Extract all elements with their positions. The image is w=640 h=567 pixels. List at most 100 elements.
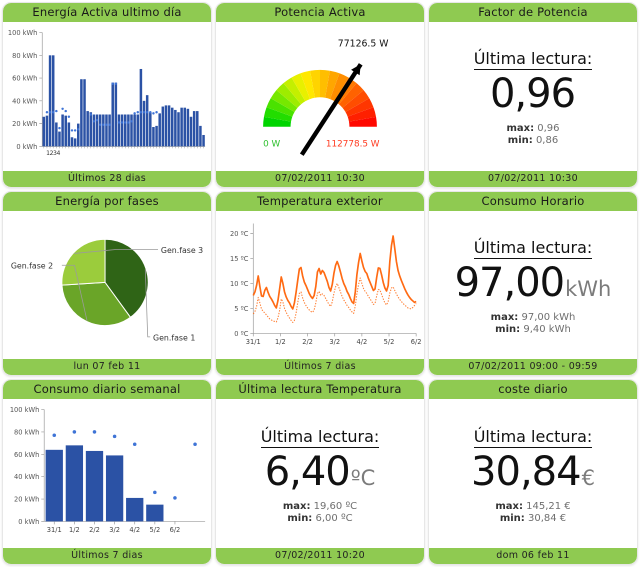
panel-title: Energía Activa ultimo día <box>3 3 211 22</box>
panel-consumo-diario-semanal[interactable]: Consumo diario semanal 0 kWh 20 kWh 40 kWh… <box>2 379 212 565</box>
svg-text:60 kWh: 60 kWh <box>12 75 37 83</box>
svg-text:6/2: 6/2 <box>411 338 422 346</box>
svg-text:0 ºC: 0 ºC <box>234 330 248 338</box>
panel-reading-area: Última lectura: 97,00kWh max: 97,00 kWh … <box>429 210 637 360</box>
svg-text:1/2: 1/2 <box>69 527 80 535</box>
reading-max-label: max: <box>490 311 519 323</box>
reading-unit: ºC <box>350 465 376 490</box>
reading-max-value: 145,21 € <box>526 500 571 512</box>
svg-text:100 kWh: 100 kWh <box>8 29 37 37</box>
panel-chart-area: 0 ºC 5 ºC 10 ºC 15 ºC 20 ºC 31/1 1/2 2/2 3/2 4/2 5… <box>216 210 424 360</box>
svg-text:4: 4 <box>56 150 60 157</box>
panel-energia-activa-ultimo-dia[interactable]: Energía Activa ultimo día 0 kWh 20 kWh 40 … <box>2 2 212 188</box>
panel-title: coste diario <box>429 380 637 400</box>
svg-text:80 kWh: 80 kWh <box>14 429 39 437</box>
panel-consumo-horario[interactable]: Consumo Horario Última lectura: 97,00kWh… <box>428 190 638 377</box>
reading-value: 0,96 <box>490 72 576 122</box>
panel-footer: Últimos 7 dias <box>216 359 424 376</box>
panel-title: Factor de Potencia <box>429 3 637 22</box>
reading-number: 30,84 <box>471 448 582 495</box>
panel-chart-area: 0 kWh 20 kWh 40 kWh 60 kWh 80 kWh 100 kWh 1 2 3 4 <box>3 22 211 171</box>
panel-energia-por-fases[interactable]: Energía por fases Gen.fase 1 Gen.fase 2 Ge… <box>2 190 212 377</box>
svg-text:77126.5 W: 77126.5 W <box>338 38 389 49</box>
reading-label: Última lectura: <box>260 426 380 448</box>
reading-block: Última lectura: 30,84€ max: 145,21 € min… <box>429 399 637 548</box>
svg-text:Gen.fase 2: Gen.fase 2 <box>11 261 53 270</box>
panel-footer: 07/02/2011 09:00 - 09:59 <box>429 359 637 376</box>
panel-footer: 07/02/2011 10:20 <box>216 548 424 564</box>
reading-block: Última lectura: 97,00kWh max: 97,00 kWh … <box>429 211 637 360</box>
svg-text:100 kWh: 100 kWh <box>10 406 39 414</box>
reading-minmax: max: 97,00 kWh min: 9,40 kWh <box>491 312 576 336</box>
reading-max-row: max: 19,60 ºC <box>283 501 357 513</box>
panel-chart-area: 77126.5 W 0 W 112778.5 W <box>216 22 424 171</box>
panel-reading-area: Última lectura: 0,96 max: 0,96 min: 0,86 <box>429 22 637 171</box>
panel-title: Temperatura exterior <box>216 191 424 211</box>
bar-chart-consumo-diario-semanal: 0 kWh 20 kWh 40 kWh 60 kWh 80 kWh 100 kWh 31/1… <box>3 399 211 548</box>
panel-title: Consumo diario semanal <box>3 380 211 400</box>
svg-text:80 kWh: 80 kWh <box>12 52 37 60</box>
panel-footer: Últimos 7 dias <box>3 548 211 564</box>
panel-footer: lun 07 feb 11 <box>3 359 211 376</box>
panel-footer: 07/02/2011 10:30 <box>216 170 424 187</box>
panel-reading-area: Última lectura: 30,84€ max: 145,21 € min… <box>429 399 637 548</box>
svg-text:15 ºC: 15 ºC <box>230 255 249 263</box>
panel-factor-de-potencia[interactable]: Factor de Potencia Última lectura: 0,96 … <box>428 2 638 188</box>
reading-unit: € <box>581 465 595 490</box>
svg-text:3/2: 3/2 <box>109 527 120 535</box>
svg-text:112778.5 W: 112778.5 W <box>326 139 380 149</box>
svg-text:0 kWh: 0 kWh <box>16 143 37 151</box>
panel-ultima-lectura-temperatura[interactable]: Última lectura Temperatura Última lectur… <box>215 379 425 565</box>
svg-text:20 kWh: 20 kWh <box>14 496 39 504</box>
reading-min-value: 9,40 kWh <box>523 323 571 335</box>
svg-text:0 W: 0 W <box>263 139 280 149</box>
panel-coste-diario[interactable]: coste diario Última lectura: 30,84€ max:… <box>428 379 638 565</box>
svg-text:20 ºC: 20 ºC <box>230 230 249 238</box>
svg-text:20 kWh: 20 kWh <box>12 120 37 128</box>
svg-text:2: 2 <box>50 150 54 157</box>
reading-number: 97,00 <box>454 259 566 306</box>
reading-value: 97,00kWh <box>455 261 612 311</box>
panel-title: Última lectura Temperatura <box>216 380 424 400</box>
svg-text:4/2: 4/2 <box>357 338 368 346</box>
svg-text:40 kWh: 40 kWh <box>14 474 39 482</box>
svg-text:0 kWh: 0 kWh <box>18 518 39 526</box>
svg-text:31/1: 31/1 <box>246 338 261 346</box>
reading-minmax: max: 19,60 ºC min: 6,00 ºC <box>283 501 357 525</box>
reading-label: Última lectura: <box>473 426 593 448</box>
svg-text:4/2: 4/2 <box>129 527 140 535</box>
reading-max-row: max: 97,00 kWh <box>491 312 576 324</box>
panel-footer: 07/02/2011 10:30 <box>429 170 637 187</box>
svg-text:3: 3 <box>53 150 57 157</box>
panel-temperatura-exterior[interactable]: Temperatura exterior 0 ºC 5 ºC 10 ºC 15 ºC 2… <box>215 190 425 377</box>
reading-min-row: min: 0,86 <box>506 135 559 147</box>
panel-chart-area: 0 kWh 20 kWh 40 kWh 60 kWh 80 kWh 100 kWh 31/1… <box>3 399 211 548</box>
panel-chart-area: Gen.fase 1 Gen.fase 2 Gen.fase 3 <box>3 210 211 360</box>
panel-potencia-activa[interactable]: Potencia Activa 77126.5 W 0 W 112778.5 W 0… <box>215 2 425 188</box>
reading-label: Última lectura: <box>473 49 593 71</box>
panel-title: Potencia Activa <box>216 3 424 22</box>
reading-min-label: min: <box>287 512 313 524</box>
svg-text:1: 1 <box>46 150 50 157</box>
reading-max-row: max: 145,21 € <box>495 501 570 513</box>
pie-chart-energia-por-fases: Gen.fase 1 Gen.fase 2 Gen.fase 3 <box>3 211 211 360</box>
svg-text:5/2: 5/2 <box>149 527 160 535</box>
reading-min-row: min: 30,84 € <box>495 513 570 525</box>
svg-text:3/2: 3/2 <box>329 338 340 346</box>
panel-footer: Últimos 28 dias <box>3 170 211 187</box>
reading-block: Última lectura: 0,96 max: 0,96 min: 0,86 <box>429 22 637 171</box>
reading-number: 0,96 <box>489 71 576 118</box>
reading-number: 6,40 <box>264 448 351 495</box>
reading-max-label: max: <box>282 500 311 512</box>
svg-text:Gen.fase 3: Gen.fase 3 <box>161 246 203 255</box>
reading-min-label: min: <box>499 512 525 524</box>
reading-min-label: min: <box>495 323 521 335</box>
reading-minmax: max: 145,21 € min: 30,84 € <box>495 501 570 525</box>
svg-text:2/2: 2/2 <box>89 527 100 535</box>
svg-text:5/2: 5/2 <box>384 338 395 346</box>
svg-text:2/2: 2/2 <box>302 338 313 346</box>
reading-unit: kWh <box>565 276 612 301</box>
reading-block: Última lectura: 6,40ºC max: 19,60 ºC min… <box>216 399 424 548</box>
reading-min-value: 6,00 ºC <box>315 512 353 524</box>
